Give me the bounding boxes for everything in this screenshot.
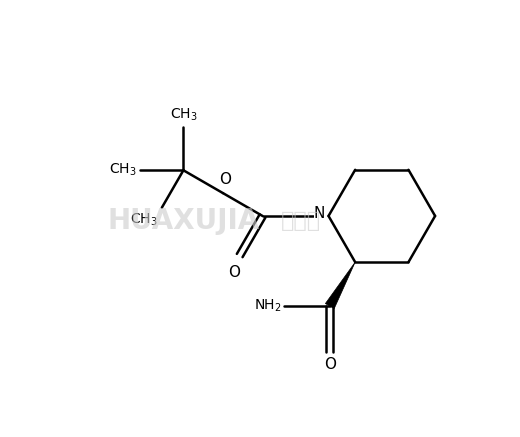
- Text: 化学加: 化学加: [281, 211, 321, 231]
- Text: CH$_3$: CH$_3$: [170, 107, 197, 123]
- Polygon shape: [326, 262, 355, 309]
- Text: HUAXUJIA: HUAXUJIA: [108, 207, 260, 235]
- Text: N: N: [314, 206, 325, 221]
- Text: O: O: [219, 172, 231, 187]
- Text: O: O: [324, 357, 336, 372]
- Text: O: O: [229, 265, 241, 280]
- Text: CH$_3$: CH$_3$: [130, 212, 158, 228]
- Text: NH$_2$: NH$_2$: [254, 298, 281, 314]
- Text: CH$_3$: CH$_3$: [109, 162, 136, 178]
